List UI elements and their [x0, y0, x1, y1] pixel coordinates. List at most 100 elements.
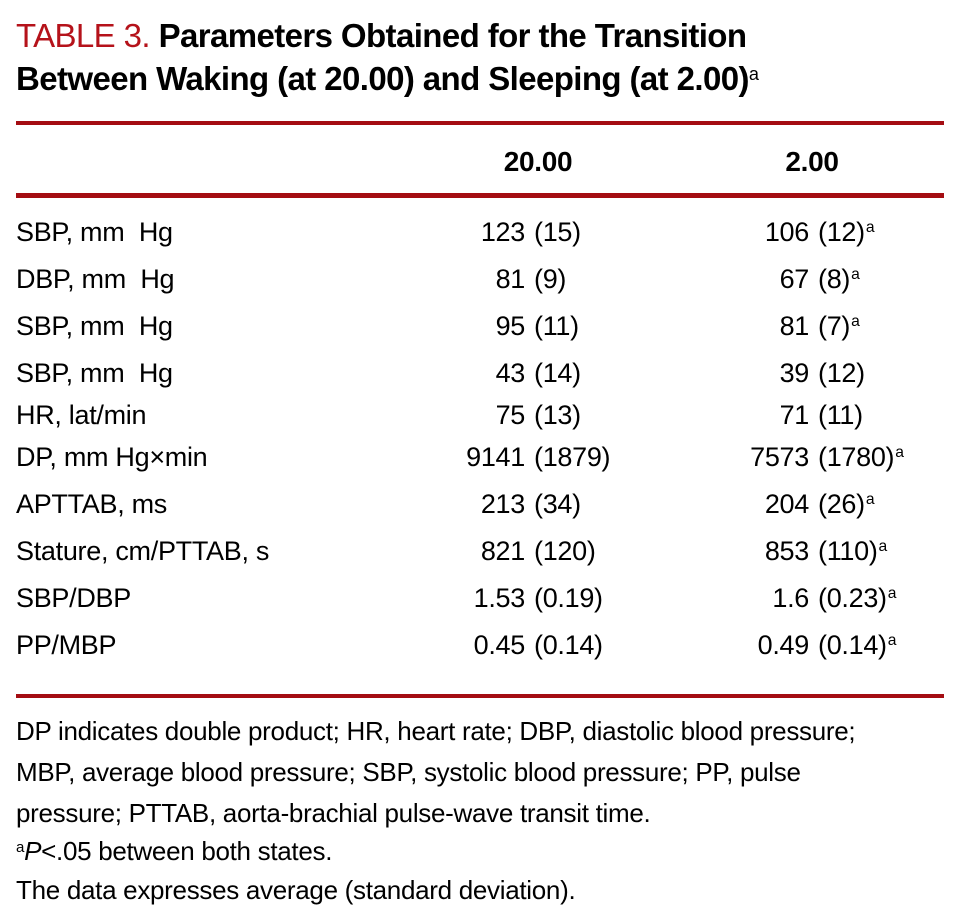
value-mean: 0.45: [473, 630, 526, 660]
value-mean: 106: [764, 217, 809, 247]
value-sd: (11): [818, 400, 863, 430]
row-label: SBP, mm Hg: [16, 358, 173, 388]
table-row: APTTAB, ms 213 (34) 204 (26)a: [16, 483, 944, 530]
value-mean: 7573: [750, 442, 809, 472]
row-label: HR, lat/min: [16, 400, 147, 430]
column-header-empty: [16, 148, 396, 176]
value-mean: 1.6: [772, 583, 809, 613]
value-sd: (9): [534, 264, 567, 294]
table-row: SBP/DBP 1.53 (0.19) 1.6 (0.23)a: [16, 577, 944, 624]
table-number-label: TABLE 3.: [16, 17, 151, 54]
row-label: SBP, mm Hg: [16, 217, 173, 247]
row-value-cell: 81 (7)a: [680, 305, 944, 352]
value-mean: 1.53: [473, 583, 526, 613]
value-sd: (7)a: [818, 311, 860, 341]
value-sd: (0.19): [534, 583, 603, 613]
value-mean: 213: [480, 489, 525, 519]
value-sd: (12)a: [818, 217, 875, 247]
table-row: PP/MBP 0.45 (0.14) 0.49 (0.14)a: [16, 624, 944, 671]
value-mean: 123: [480, 217, 525, 247]
row-value-cell: 1.53 (0.19): [396, 577, 680, 624]
value-sd: (8)a: [818, 264, 860, 294]
table-footnotes: DP indicates double product; HR, heart r…: [16, 698, 944, 907]
column-header-waking: 20.00: [503, 146, 573, 177]
significance-text: <.05 between both states.: [41, 836, 333, 866]
value-sd: (0.23)a: [818, 583, 897, 613]
p-variable: P: [24, 836, 42, 866]
value-sd: (12): [818, 358, 865, 388]
rule-top: [16, 121, 944, 125]
value-sd: (1879): [534, 442, 611, 472]
row-value-cell: 67 (8)a: [680, 258, 944, 305]
value-mean: 71: [779, 400, 810, 430]
value-mean: 0.49: [757, 630, 810, 660]
value-mean: 39: [779, 358, 810, 388]
row-value-cell: 7573 (1780)a: [680, 436, 944, 483]
value-mean: 67: [779, 264, 810, 294]
value-sd: (120): [534, 536, 596, 566]
value-mean: 81: [495, 264, 526, 294]
table-row: HR, lat/min 75 (13) 71 (11): [16, 394, 944, 436]
title-footnote-marker: a: [748, 64, 759, 85]
row-label: PP/MBP: [16, 630, 117, 660]
value-mean: 81: [779, 311, 810, 341]
value-sd: (34): [534, 489, 581, 519]
row-value-cell: 43 (14): [396, 352, 680, 394]
significance-marker: a: [865, 491, 875, 509]
rule-below-header: [16, 193, 944, 198]
table-row: SBP, mm Hg 95 (11) 81 (7)a: [16, 305, 944, 352]
row-label: DBP, mm Hg: [16, 264, 175, 294]
value-sd: (11): [534, 311, 579, 341]
table-row: SBP, mm Hg 123 (15) 106 (12)a: [16, 211, 944, 258]
significance-marker: a: [865, 219, 875, 237]
row-value-cell: 213 (34): [396, 483, 680, 530]
abbreviation-note-line: DP indicates double product; HR, heart r…: [16, 716, 856, 746]
table-title-line2: Between Waking (at 20.00) and Sleeping (…: [16, 57, 944, 106]
row-value-cell: 95 (11): [396, 305, 680, 352]
table-title-line1: TABLE 3. Parameters Obtained for the Tra…: [16, 14, 944, 57]
row-value-cell: 1.6 (0.23)a: [680, 577, 944, 624]
table-row: SBP, mm Hg 43 (14) 39 (12): [16, 352, 944, 394]
significance-marker: a: [895, 444, 904, 462]
value-sd: (26)a: [818, 489, 875, 519]
table-caption-line1: Parameters Obtained for the Transition: [158, 17, 747, 54]
value-sd: (15): [534, 217, 581, 247]
value-sd: (1780)a: [818, 442, 904, 472]
significance-marker: a: [887, 585, 897, 603]
significance-marker: a: [851, 313, 860, 331]
value-sd: (13): [534, 400, 581, 430]
row-label: Stature, cm/PTTAB, s: [16, 536, 270, 566]
value-sd: (110)a: [818, 536, 888, 566]
significance-marker: a: [878, 538, 888, 556]
rule-below-body: [16, 694, 944, 698]
significance-marker: a: [851, 266, 860, 284]
row-value-cell: 123 (15): [396, 211, 680, 258]
row-label: DP, mm Hg×min: [16, 442, 208, 472]
row-value-cell: 75 (13): [396, 394, 680, 436]
abbreviation-note-line: pressure; PTTAB, aorta-brachial pulse-wa…: [16, 798, 651, 828]
value-mean: 75: [495, 400, 526, 430]
column-header-sleeping: 2.00: [785, 146, 839, 177]
table-row: DBP, mm Hg 81 (9) 67 (8)a: [16, 258, 944, 305]
value-mean: 9141: [466, 442, 525, 472]
row-value-cell: 821 (120): [396, 530, 680, 577]
row-value-cell: 0.45 (0.14): [396, 624, 680, 671]
value-mean: 43: [495, 358, 526, 388]
row-value-cell: 81 (9): [396, 258, 680, 305]
row-value-cell: 853 (110)a: [680, 530, 944, 577]
row-value-cell: 204 (26)a: [680, 483, 944, 530]
value-sd: (0.14): [534, 630, 603, 660]
value-mean: 95: [495, 311, 526, 341]
value-mean: 204: [764, 489, 809, 519]
table-header-row: 20.00 2.00: [16, 125, 944, 193]
table-row: Stature, cm/PTTAB, s 821 (120) 853 (110)a: [16, 530, 944, 577]
row-value-cell: 0.49 (0.14)a: [680, 624, 944, 671]
value-mean: 821: [480, 536, 525, 566]
row-value-cell: 106 (12)a: [680, 211, 944, 258]
row-label: APTTAB, ms: [16, 489, 168, 519]
table-body: SBP, mm Hg 123 (15) 106 (12)a DBP, mm Hg 81 (9)…: [16, 198, 944, 694]
significance-marker: a: [887, 632, 897, 650]
value-mean: 853: [764, 536, 809, 566]
table-caption-line2: Between Waking (at 20.00) and Sleeping (…: [16, 60, 749, 97]
